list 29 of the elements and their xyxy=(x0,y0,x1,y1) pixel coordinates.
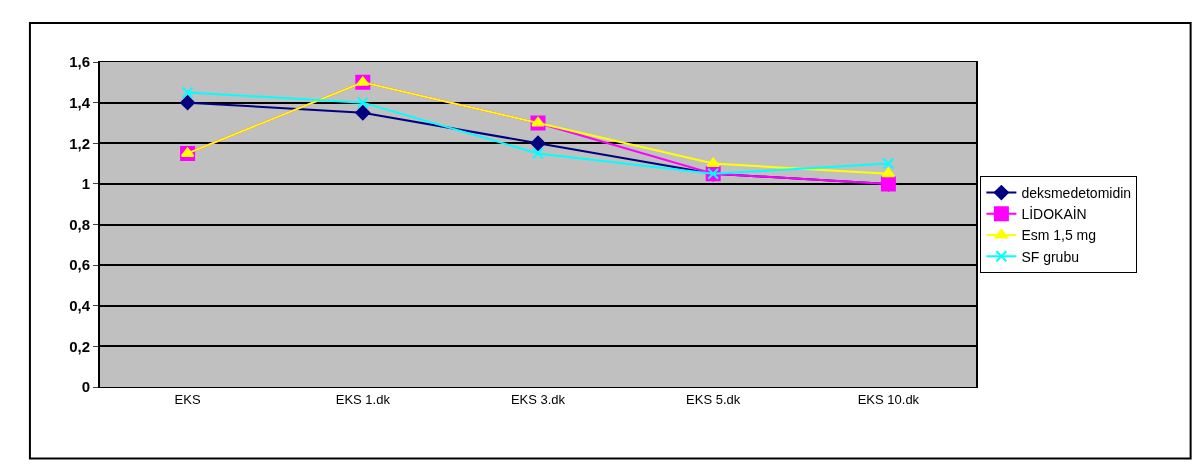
x-tick-label: EKS 3.dk xyxy=(510,391,566,407)
legend-label: SF grubu xyxy=(1021,248,1079,265)
y-tick-label: 1,6 xyxy=(69,53,90,71)
point xyxy=(356,96,369,109)
y-tick-label: 1,4 xyxy=(69,93,91,111)
point xyxy=(531,116,545,127)
point xyxy=(356,76,370,86)
point xyxy=(882,157,895,170)
point xyxy=(532,147,544,160)
point xyxy=(706,157,720,168)
y-tick-label: 1,2 xyxy=(69,134,90,152)
x-tick-label: EKS 5.dk xyxy=(686,391,741,407)
y-tick-label: 1 xyxy=(81,175,90,193)
legend-label: Esm 1,5 mg xyxy=(1021,227,1097,244)
point xyxy=(881,167,896,178)
point xyxy=(355,105,371,121)
x-tick-label: EKS 10.dk xyxy=(857,391,920,407)
y-tick-label: 0,2 xyxy=(69,337,90,355)
legend-label: deksmedetomidin xyxy=(1021,185,1132,202)
y-tick-label: 0,4 xyxy=(69,297,91,314)
point xyxy=(181,86,194,99)
point xyxy=(180,95,196,111)
y-tick-label: 0,8 xyxy=(69,215,90,233)
x-tick-label: EKS 1.dk xyxy=(335,391,391,407)
legend-label: LİDOKAİN xyxy=(1021,205,1087,223)
y-tick-label: 0,6 xyxy=(69,256,90,274)
y-tick-label: 0 xyxy=(81,378,90,396)
x-tick-label: EKS xyxy=(174,391,201,407)
point xyxy=(530,135,546,151)
